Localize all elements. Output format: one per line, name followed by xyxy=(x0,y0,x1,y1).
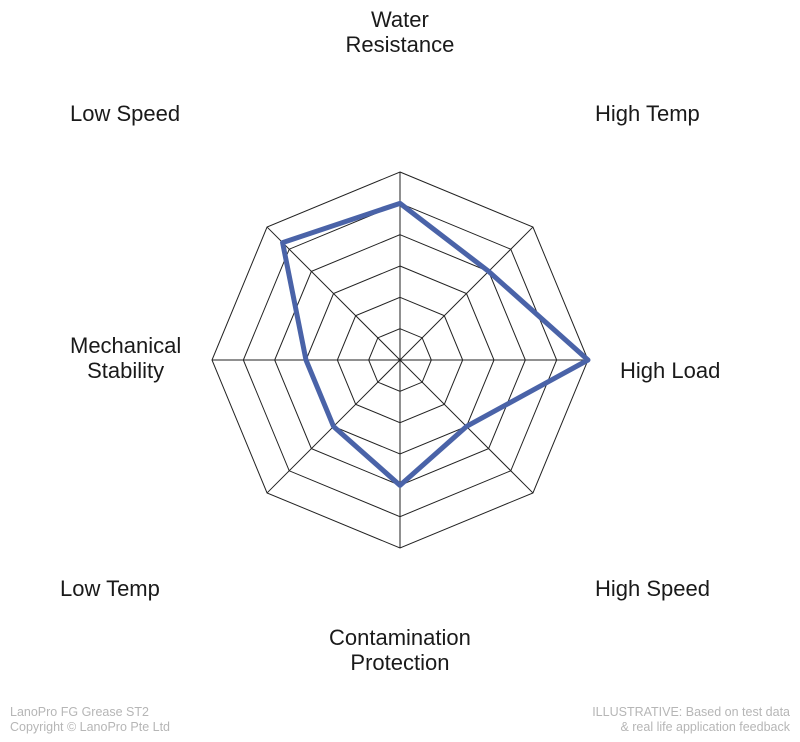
footer-left: LanoPro FG Grease ST2 Copyright © LanoPr… xyxy=(10,705,170,736)
footer-right: ILLUSTRATIVE: Based on test data & real … xyxy=(592,705,790,736)
axis-label-low_speed: Low Speed xyxy=(70,101,180,126)
copyright: Copyright © LanoPro Pte Ltd xyxy=(10,720,170,736)
product-name: LanoPro FG Grease ST2 xyxy=(10,705,170,721)
axis-label-water_resistance: Water Resistance xyxy=(346,7,455,58)
axis-label-high_temp: High Temp xyxy=(595,101,700,126)
chart-container: Water Resistance High Temp High Load High S… xyxy=(0,0,800,742)
axis-label-high_speed: High Speed xyxy=(595,576,710,601)
data-series xyxy=(283,203,588,485)
axis-label-contamination: Contamination Protection xyxy=(329,625,471,676)
grid-spoke xyxy=(267,227,400,360)
axis-label-high_load: High Load xyxy=(620,358,720,383)
disclaimer-line1: ILLUSTRATIVE: Based on test data xyxy=(592,705,790,721)
axis-label-mech_stability: Mechanical Stability xyxy=(70,333,181,384)
disclaimer-line2: & real life application feedback xyxy=(592,720,790,736)
axis-label-low_temp: Low Temp xyxy=(60,576,160,601)
